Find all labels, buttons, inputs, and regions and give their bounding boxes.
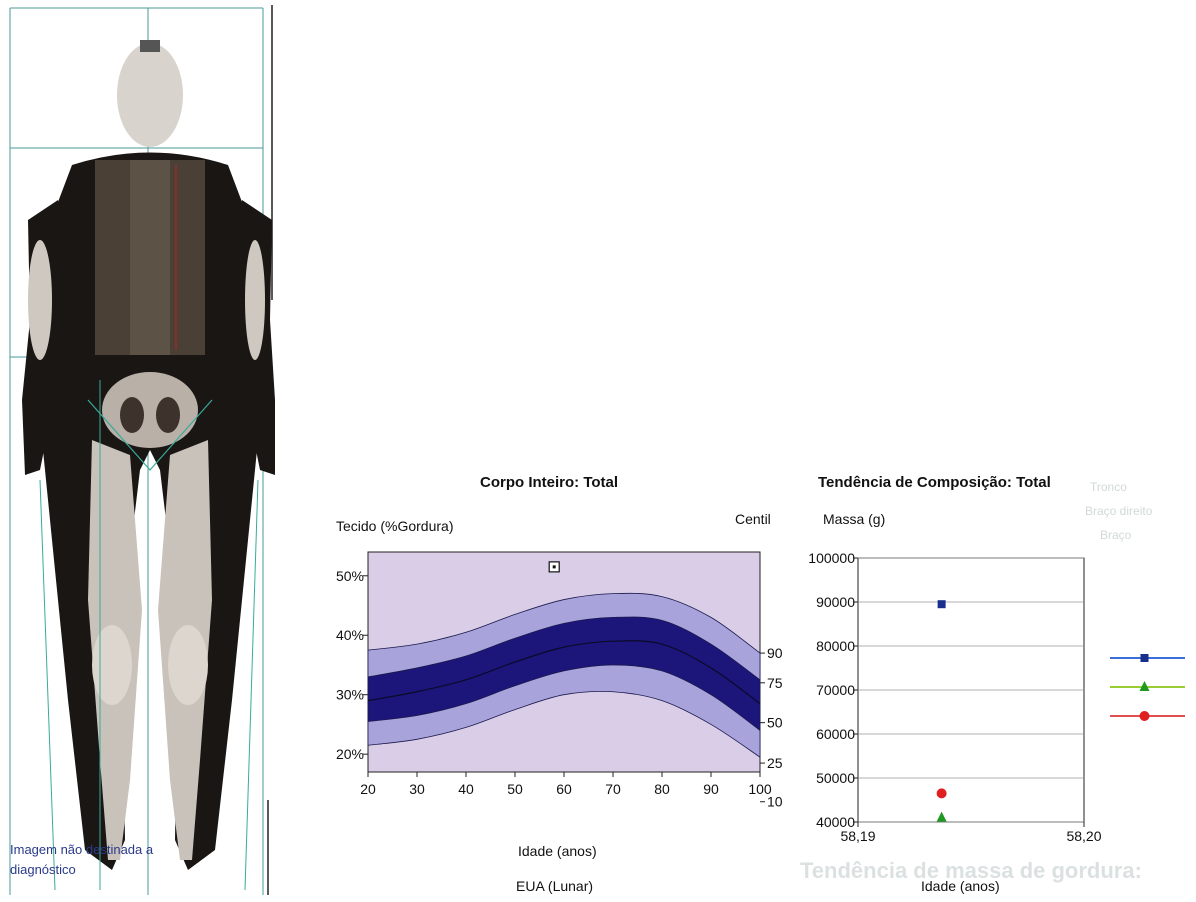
x-tick-label: 58,20 bbox=[1066, 828, 1101, 844]
left-chart-ylabel: Tecido (%Gordura) bbox=[336, 518, 454, 534]
median-curve bbox=[367, 640, 761, 705]
centile-tick-label: 75 bbox=[767, 675, 783, 691]
y-tick-label: 50000 bbox=[816, 770, 855, 786]
patient-marker-dot bbox=[552, 565, 556, 569]
left-chart-xlabel: Idade (anos) bbox=[518, 843, 597, 859]
centile-tick-label: 50 bbox=[767, 715, 783, 731]
centile-tick-label: 90 bbox=[767, 645, 783, 661]
centile-tick-label: 25 bbox=[767, 755, 783, 771]
y-tick-label: 50% bbox=[336, 568, 364, 584]
point-square bbox=[937, 600, 946, 609]
y-tick-label: 60000 bbox=[816, 726, 855, 742]
x-tick-label: 20 bbox=[360, 781, 376, 797]
x-tick-label: 80 bbox=[654, 781, 670, 797]
right-chart-title: Tendência de Composição: Total bbox=[818, 474, 1051, 491]
x-tick-label: 100 bbox=[748, 781, 772, 797]
legend-marker-circle bbox=[1139, 711, 1150, 721]
x-tick-label: 60 bbox=[556, 781, 572, 797]
left-chart-centile-label: Centil bbox=[735, 511, 771, 527]
body-scan-image bbox=[0, 0, 275, 897]
right-chart-ylabel: Massa (g) bbox=[823, 511, 886, 527]
scan-caption-line2: diagnóstico bbox=[10, 862, 76, 877]
body-fat-centile-chart: 20 30 40 50 60 70 80 90 100 20% 30% 40% 50% 90 75 50 25 1… bbox=[336, 551, 783, 810]
point-circle bbox=[936, 788, 947, 799]
x-tick-label: 40 bbox=[458, 781, 474, 797]
dxa-body-scan: Imagem não destinada a diagnóstico bbox=[0, 0, 275, 897]
left-chart-reference: EUA (Lunar) bbox=[516, 878, 594, 894]
y-tick-label: 80000 bbox=[816, 638, 855, 654]
y-tick-label: 100000 bbox=[808, 550, 855, 566]
x-tick-label: 50 bbox=[507, 781, 523, 797]
scan-caption-line1: Imagem não destinada a bbox=[10, 842, 154, 857]
centile-tick-label: 10 bbox=[767, 794, 783, 810]
point-triangle bbox=[936, 811, 947, 822]
x-tick-label: 90 bbox=[703, 781, 719, 797]
y-tick-label: 30% bbox=[336, 687, 364, 703]
y-tick-label: 40000 bbox=[816, 814, 855, 830]
composition-trend-chart: 40000 50000 60000 70000 80000 90000 100000 58,1… bbox=[808, 550, 1185, 844]
right-chart-xlabel: Idade (anos) bbox=[921, 878, 1000, 894]
y-tick-label: 90000 bbox=[816, 594, 855, 610]
legend-marker-triangle bbox=[1139, 681, 1150, 691]
x-tick-label: 30 bbox=[409, 781, 425, 797]
band-25-75 bbox=[367, 616, 761, 732]
y-tick-label: 70000 bbox=[816, 682, 855, 698]
left-chart-title: Corpo Inteiro: Total bbox=[480, 474, 619, 491]
x-tick-label: 58,19 bbox=[840, 828, 875, 844]
y-tick-label: 20% bbox=[336, 746, 364, 762]
x-tick-label: 70 bbox=[605, 781, 621, 797]
legend-marker-square bbox=[1140, 654, 1149, 662]
y-tick-label: 40% bbox=[336, 627, 364, 643]
background-heading: Tendência de massa de gordura: bbox=[800, 858, 1142, 883]
